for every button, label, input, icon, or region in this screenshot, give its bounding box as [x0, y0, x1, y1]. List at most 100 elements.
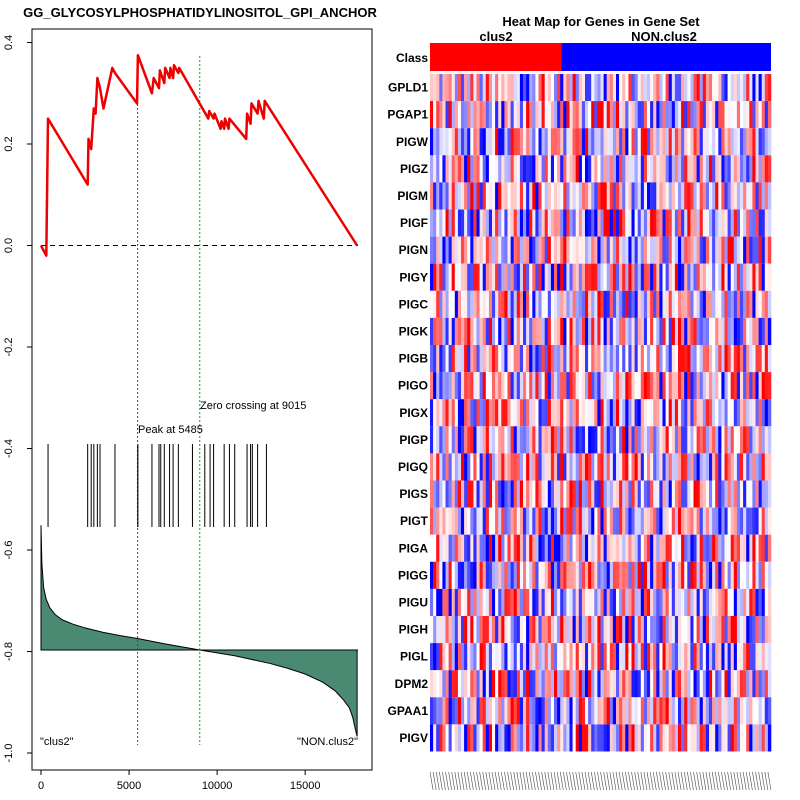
heatmap-cell — [464, 670, 468, 698]
heatmap-cell — [609, 643, 614, 671]
heatmap-cell — [448, 74, 452, 102]
heatmap-cell — [439, 453, 443, 481]
heatmap-cell — [479, 182, 483, 210]
heatmap-cell — [470, 534, 474, 562]
heatmap-cell — [702, 74, 707, 102]
heatmap-cell — [479, 724, 483, 752]
heatmap-cell — [678, 128, 682, 156]
heatmap-cell — [482, 290, 487, 318]
heatmap-cell — [451, 588, 456, 616]
heatmap-cell — [600, 372, 604, 400]
heatmap-cell — [585, 317, 589, 345]
heatmap-cell — [752, 643, 756, 671]
y-tick-label: -0.6 — [3, 541, 15, 560]
heatmap-cell — [439, 561, 443, 589]
heatmap-cell — [749, 480, 753, 508]
sample-label-mark — [476, 771, 480, 791]
heatmap-cell — [526, 453, 530, 481]
sample-label-mark — [628, 771, 632, 791]
heatmap-cell — [643, 101, 648, 129]
sample-label-mark — [448, 771, 452, 791]
heatmap-cell — [724, 480, 728, 508]
heatmap-cell — [451, 290, 456, 318]
heatmap-cell — [761, 372, 766, 400]
heatmap-cell — [550, 101, 555, 129]
heatmap-cell — [541, 724, 545, 752]
heatmap-cell — [678, 507, 682, 535]
heatmap-cell — [485, 507, 490, 535]
heatmap-cell — [721, 182, 725, 210]
heatmap-cell — [736, 616, 741, 644]
heatmap-cell — [609, 236, 614, 264]
heatmap-cell — [721, 236, 725, 264]
heatmap-cell — [702, 561, 707, 589]
heatmap-cell — [492, 399, 496, 427]
heatmap-cell — [578, 697, 583, 725]
heatmap-cell — [597, 290, 601, 318]
heatmap-cell — [767, 507, 772, 535]
sample-label-mark — [711, 771, 716, 791]
heatmap-row — [430, 372, 772, 400]
heatmap-cell — [733, 399, 738, 427]
heatmap-cell — [513, 453, 518, 481]
heatmap-cell — [445, 507, 449, 535]
gene-label: PIGG — [398, 568, 428, 582]
heatmap-cell — [495, 236, 499, 264]
heatmap-cell — [585, 453, 589, 481]
heatmap-cell — [591, 616, 595, 644]
heatmap-cell — [653, 317, 657, 345]
heatmap-cell — [696, 128, 700, 156]
heatmap-cell — [600, 643, 604, 671]
heatmap-cell — [581, 453, 586, 481]
heatmap-cell — [550, 670, 555, 698]
heatmap-cell — [665, 345, 669, 373]
heatmap-cell — [594, 643, 598, 671]
heatmap-cell — [619, 182, 623, 210]
heatmap-cell — [603, 561, 607, 589]
heatmap-cell — [653, 697, 657, 725]
sample-label-mark — [525, 771, 530, 791]
heatmap-cell — [758, 697, 762, 725]
heatmap-cell — [430, 453, 434, 481]
heatmap-cell — [569, 372, 573, 400]
heatmap-cell — [637, 399, 642, 427]
heatmap-cell — [470, 561, 474, 589]
heatmap-cell — [538, 74, 542, 102]
heatmap-cell — [702, 534, 707, 562]
heatmap-cell — [433, 426, 437, 454]
heatmap-cell — [684, 507, 688, 535]
heatmap-cell — [464, 697, 468, 725]
heatmap-cell — [578, 101, 583, 129]
heatmap-cell — [464, 128, 468, 156]
heatmap-cell — [609, 507, 614, 535]
heatmap-cell — [538, 426, 542, 454]
heatmap-cell — [495, 128, 499, 156]
heatmap-cell — [523, 453, 527, 481]
heatmap-cell — [557, 182, 561, 210]
heatmap-cell — [575, 209, 580, 237]
heatmap-cell — [705, 236, 710, 264]
gene-label: DPM2 — [395, 677, 429, 691]
heatmap-cell — [709, 561, 713, 589]
heatmap-cell — [758, 588, 762, 616]
heatmap-cell — [442, 290, 446, 318]
heatmap-cell — [743, 128, 747, 156]
heatmap-cell — [532, 480, 536, 508]
heatmap-cell — [479, 426, 483, 454]
heatmap-cell — [563, 588, 567, 616]
heatmap-cell — [603, 74, 607, 102]
heatmap-cell — [668, 670, 673, 698]
heatmap-cell — [578, 372, 583, 400]
heatmap-cell — [550, 453, 555, 481]
heatmap-cell — [764, 345, 769, 373]
peak-label: Peak at 5485 — [138, 424, 203, 436]
heatmap-cell — [550, 317, 555, 345]
heatmap-cell — [749, 507, 753, 535]
heatmap-cell — [752, 345, 756, 373]
heatmap-cell — [488, 236, 493, 264]
heatmap-cell — [430, 480, 434, 508]
heatmap-cell — [470, 724, 474, 752]
heatmap-cell — [588, 236, 592, 264]
heatmap-cell — [684, 290, 688, 318]
heatmap-cell — [625, 399, 629, 427]
